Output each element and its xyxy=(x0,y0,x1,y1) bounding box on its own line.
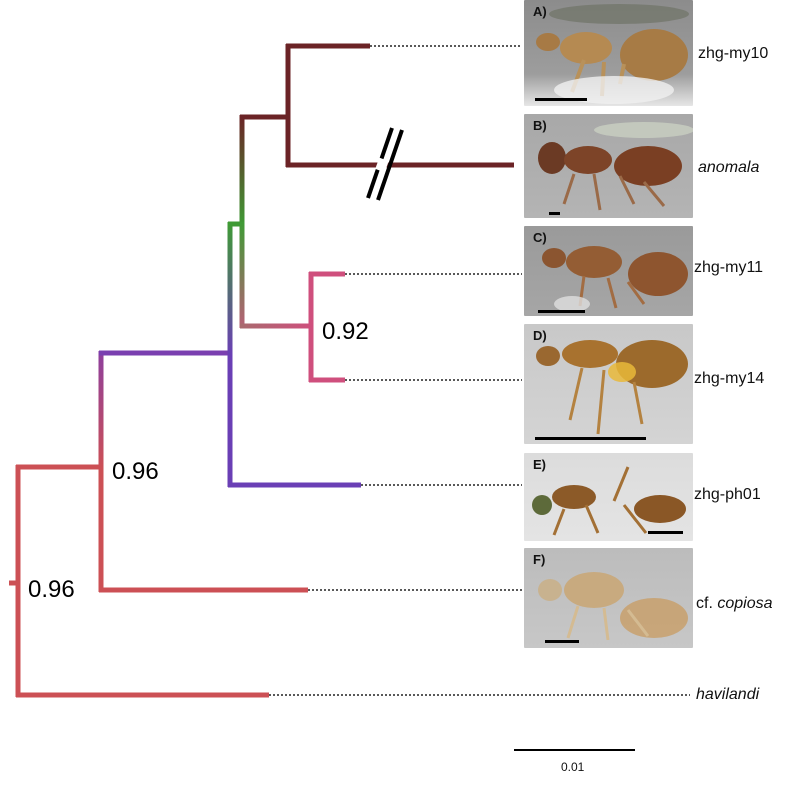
ant-specimen-image xyxy=(542,246,688,312)
photo-scale-bar xyxy=(535,437,646,440)
tip-label-zhg-my10: zhg-my10 xyxy=(698,45,769,62)
specimen-panel-c: C) xyxy=(524,226,693,316)
ant-specimen-image xyxy=(536,4,689,104)
panel-letter: A) xyxy=(533,4,547,19)
ant-specimen-image xyxy=(538,572,688,641)
panel-letter: D) xyxy=(533,328,547,343)
photo-scale-bar xyxy=(545,640,579,643)
specimen-panel-b: B) xyxy=(524,114,693,218)
branch-node5 xyxy=(240,323,313,329)
tip-label-species: copiosa xyxy=(717,595,773,612)
tip-label-prefix: cf. xyxy=(696,595,713,612)
tip-label-anomala: anomala xyxy=(698,159,760,176)
node4-vertical-upper xyxy=(239,115,245,226)
tip-label-zhg-my14: zhg-my14 xyxy=(694,370,765,387)
ant-specimen-image xyxy=(536,340,688,435)
tip-label-zhg-my11: zhg-my11 xyxy=(694,259,764,276)
photo-scale-bar xyxy=(549,212,560,215)
panel-letter: E) xyxy=(533,457,546,472)
panel-letter: B) xyxy=(533,118,547,133)
node3-vertical-upper xyxy=(227,222,233,355)
tip-label-havilandi: havilandi xyxy=(696,686,760,703)
node4-vertical-lower xyxy=(239,222,245,328)
tree-scale-label: 0.01 xyxy=(561,760,585,774)
tree-branches xyxy=(9,43,514,698)
panel-letter: F) xyxy=(533,552,546,567)
specimen-panel-a: A) xyxy=(524,0,693,106)
photo-scale-bar xyxy=(648,531,683,534)
support-value-inner: 0.96 xyxy=(112,458,159,485)
specimen-panel-f: F) xyxy=(524,548,693,648)
ant-specimen-image xyxy=(532,466,686,536)
panel-letter: C) xyxy=(533,230,547,245)
ant-specimen-image xyxy=(538,122,693,211)
photo-scale-bar xyxy=(538,310,585,313)
tip-label-copiosa: cf. copiosa xyxy=(696,595,773,613)
inner-vertical-upper xyxy=(98,351,104,469)
specimen-panel-e: E) xyxy=(524,453,693,541)
leader-lines xyxy=(269,45,690,696)
support-value-my11-my14: 0.92 xyxy=(322,318,369,345)
tip-label-zhg-ph01: zhg-ph01 xyxy=(694,486,761,503)
specimen-panel-d: D) xyxy=(524,324,693,444)
photo-scale-bar xyxy=(535,98,587,101)
support-value-root: 0.96 xyxy=(28,576,75,603)
